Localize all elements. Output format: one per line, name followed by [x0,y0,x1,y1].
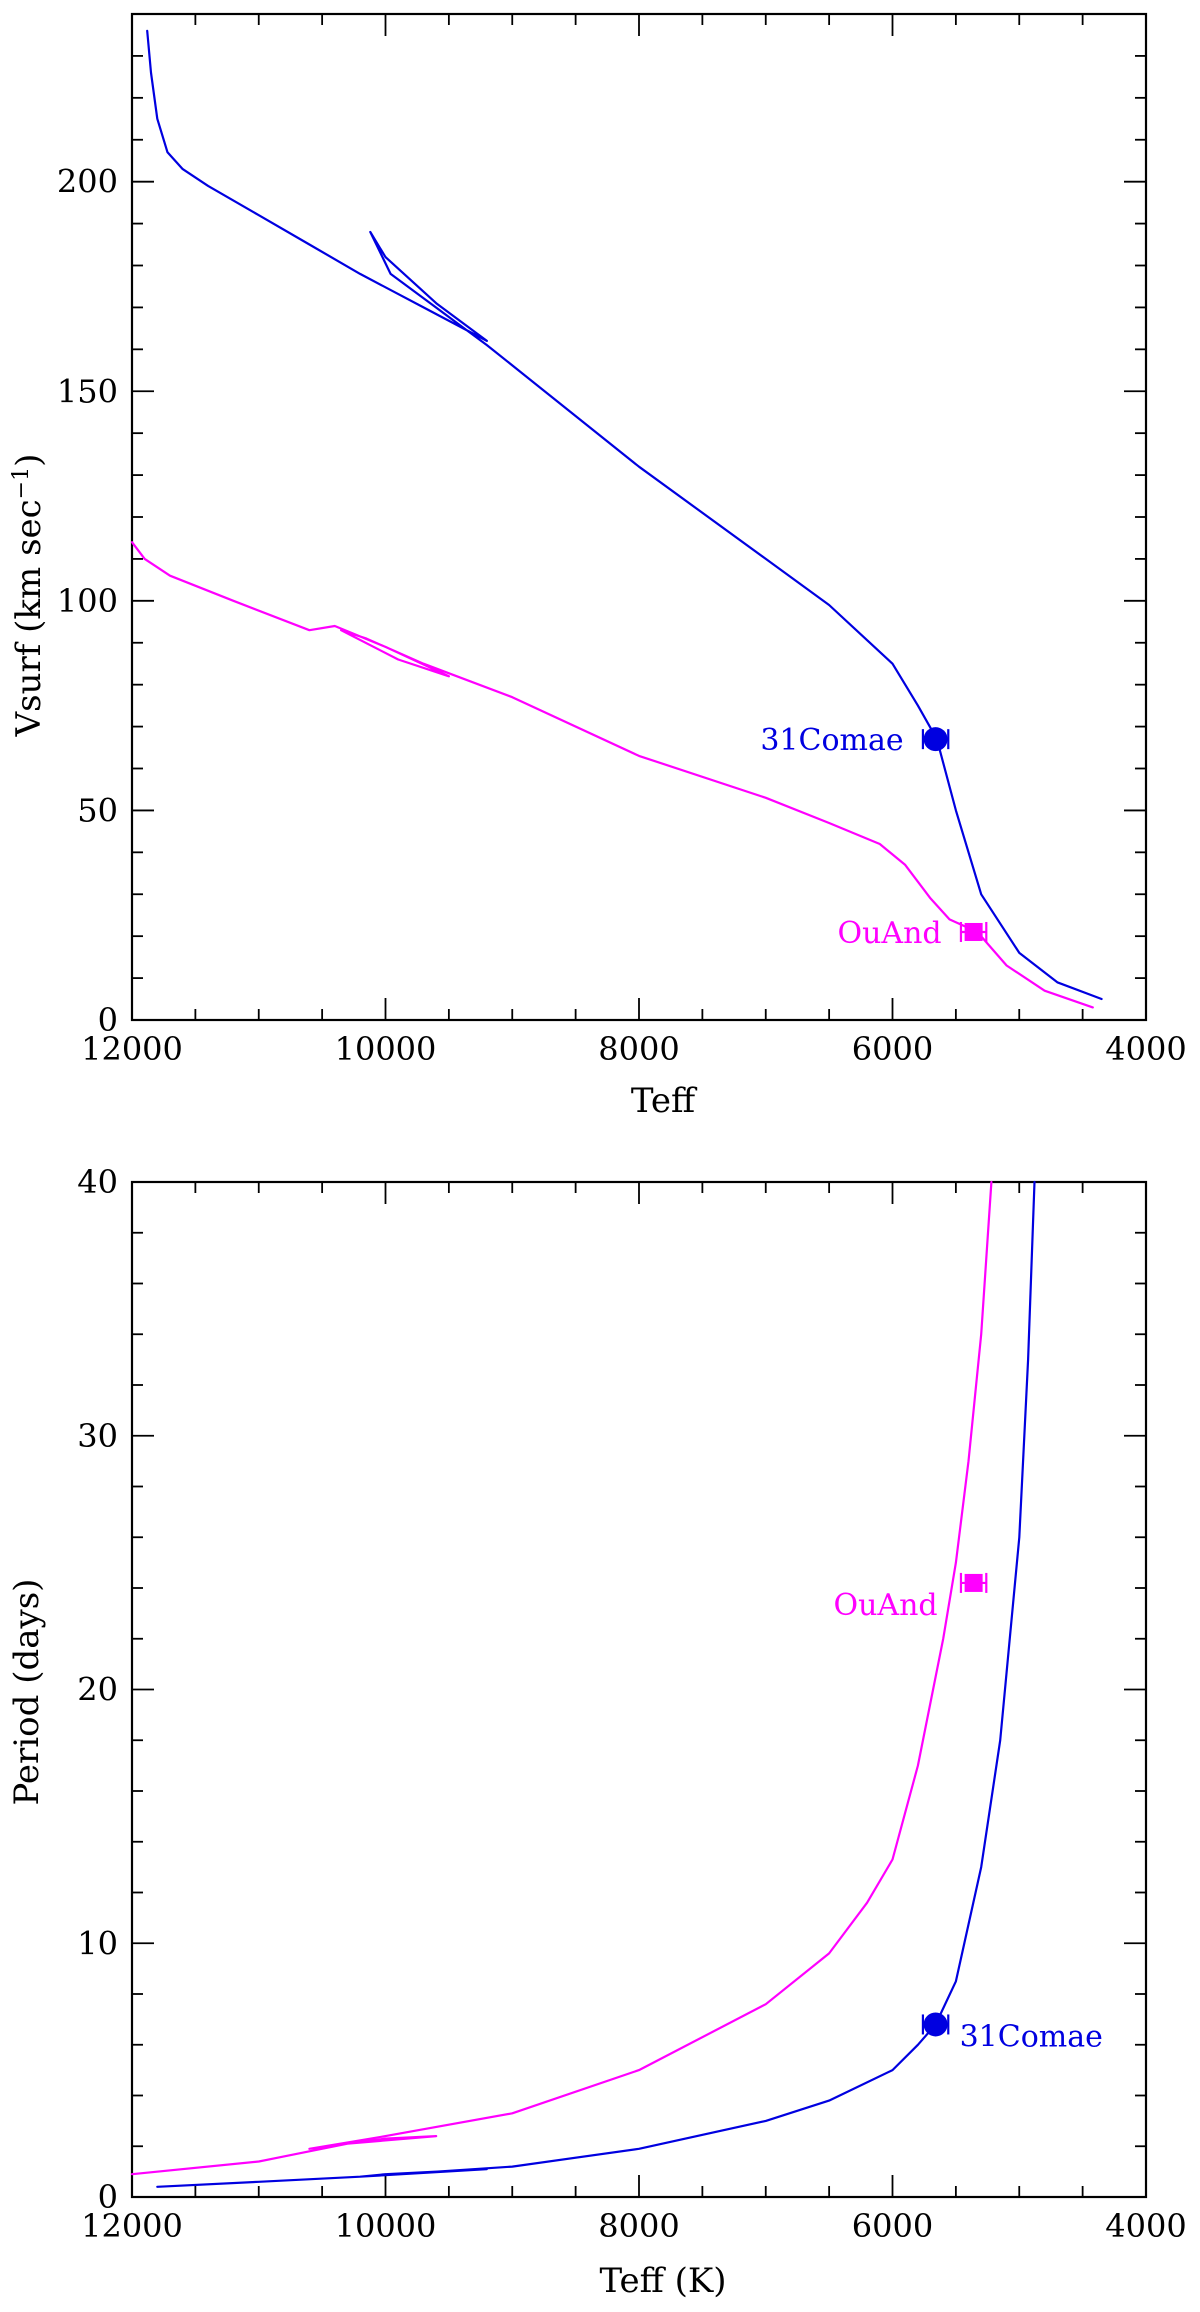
x-tick-label: 10000 [335,2207,437,2245]
y-tick-label: 10 [77,1924,118,1962]
series-line [156,1180,1036,2188]
y-tick-label: 30 [77,1417,118,1455]
vsurf-panel: Vsurf (km sec−1) Teff 12000 10000 8000 6000… [9,12,1187,1121]
x-tick-label: 12000 [81,2207,183,2245]
series-line [130,541,1094,1009]
y-tick-label: 150 [57,372,118,410]
y-tick-label: 200 [57,163,118,201]
y-tick-label: 40 [77,1163,118,1201]
series-line [130,1180,993,2176]
x-tick-label: 12000 [81,1030,183,1068]
y-axis-label: Period (days) [7,1579,47,1806]
y-axis-label: Vsurf (km sec−1) [9,454,49,738]
y-tick-label: 0 [98,1001,118,1039]
x-tick-label: 6000 [852,1030,933,1068]
y-tick-label: 20 [77,1671,118,1709]
plot-frame [130,12,1148,1022]
x-tick-label: 8000 [598,2207,679,2245]
x-tick-label: 4000 [1105,2207,1186,2245]
star-label: 31Comae [760,723,903,758]
observed-point-marker [923,2012,948,2037]
observed-point-marker [964,1573,983,1592]
observed-point-marker [923,727,948,752]
y-tick-label: 0 [98,2178,118,2216]
x-axis-label: Teff [631,1081,698,1121]
y-tick-label: 50 [77,791,118,829]
star-label: OuAnd [838,916,942,951]
x-tick-label: 10000 [335,1030,437,1068]
series-line [146,29,1103,1001]
x-axis-label: Teff (K) [599,2261,726,2301]
x-tick-label: 6000 [852,2207,933,2245]
y-tick-label: 100 [57,582,118,620]
period-panel: Period (days) Teff (K) 12000 10000 8000 600… [7,1163,1187,2301]
star-label: OuAnd [834,1588,938,1623]
star-label: 31Comae [960,2019,1103,2054]
x-tick-label: 4000 [1105,1030,1186,1068]
observed-point-marker [964,922,983,941]
x-tick-label: 8000 [598,1030,679,1068]
